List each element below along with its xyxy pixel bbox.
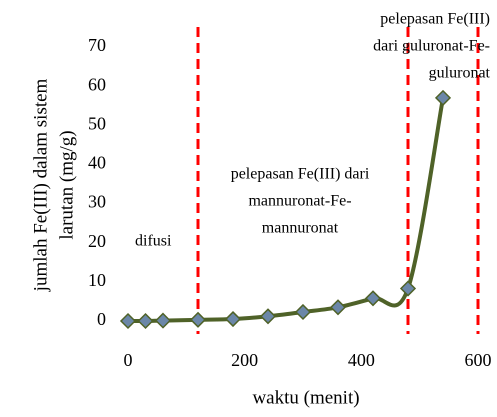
y-axis-label: jumlah Fe(III) dalam sistem larutan (mg/… — [30, 78, 77, 292]
annotation: mannuronat-Fe- — [248, 193, 351, 210]
data-point — [154, 312, 172, 329]
x-tick-label: 600 — [465, 350, 492, 370]
annotation: pelepasan Fe(III) dari — [231, 166, 370, 183]
data-point — [119, 312, 137, 330]
annotation: guluronat — [429, 65, 491, 82]
y-axis-label-line: jumlah Fe(III) dalam sistem — [30, 78, 51, 292]
y-tick-label: 60 — [88, 74, 106, 94]
y-axis-label-line: larutan (mg/g) — [56, 130, 77, 239]
y-tick-label: 30 — [88, 192, 106, 212]
data-point — [137, 312, 154, 330]
annotation: mannuronat — [262, 220, 339, 237]
data-point — [189, 311, 207, 328]
data-point — [329, 299, 347, 316]
data-point — [259, 308, 277, 325]
y-tick-label: 50 — [88, 113, 106, 133]
annotation: dari guluronat-Fe- — [373, 38, 490, 55]
data-point — [399, 280, 417, 297]
x-axis-label: waktu (menit) — [252, 387, 359, 408]
y-tick-label: 10 — [88, 270, 106, 290]
x-tick-label: 200 — [231, 350, 258, 370]
data-point — [364, 290, 382, 307]
annotation: pelepasan Fe(III) — [380, 11, 490, 28]
data-point — [294, 303, 312, 321]
y-tick-label: 20 — [88, 231, 106, 251]
x-tick-label: 0 — [124, 350, 133, 370]
annotation: difusi — [135, 233, 172, 250]
data-point — [224, 310, 242, 328]
y-tick-label: 0 — [97, 309, 106, 329]
y-tick-label: 40 — [88, 153, 106, 173]
data-point — [434, 89, 452, 106]
y-tick-label: 70 — [88, 35, 106, 55]
x-tick-label: 400 — [348, 350, 375, 370]
